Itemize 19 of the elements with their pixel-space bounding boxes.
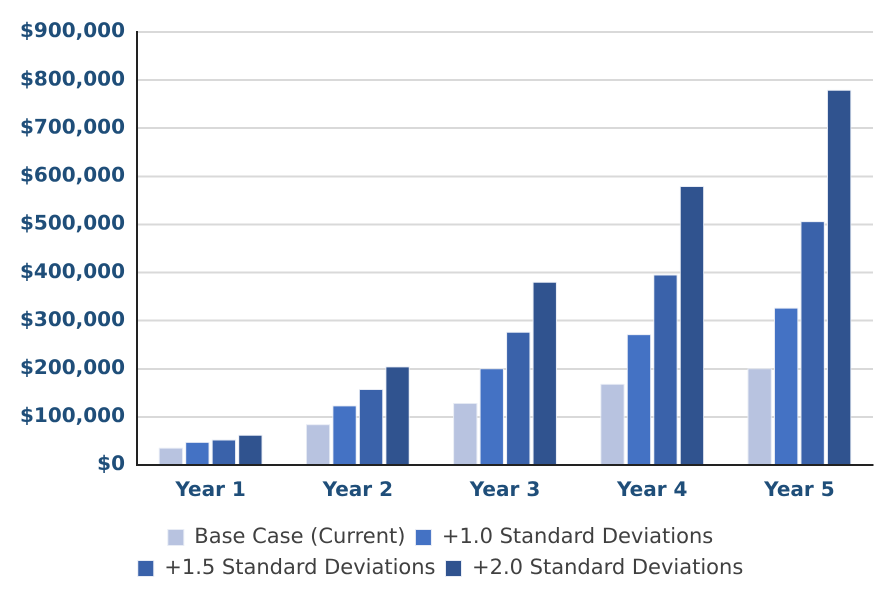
y-tick-label: $600,000 (20, 162, 126, 187)
x-tick-label: Year 1 (174, 477, 246, 502)
x-tick-label: Year 3 (468, 477, 540, 502)
legend-label: +1.5 Standard Deviations (164, 554, 436, 579)
y-tick-label: $900,000 (20, 18, 126, 42)
y-tick-label: $300,000 (20, 306, 126, 331)
y-tick-label: $200,000 (20, 354, 126, 379)
y-tick-label: $800,000 (20, 66, 126, 90)
x-tick-label: Year 2 (322, 477, 394, 502)
y-tick-label: $400,000 (20, 258, 126, 283)
y-tick-label: $100,000 (20, 403, 126, 428)
x-tick-label: Year 5 (763, 477, 835, 502)
y-tick-label: $0 (97, 451, 126, 476)
legend-label: Base Case (Current) (194, 524, 406, 548)
legend-label: +2.0 Standard Deviations (472, 554, 744, 579)
y-tick-label: $700,000 (20, 114, 126, 138)
x-tick-label: Year 4 (616, 477, 688, 502)
legend-label: +1.0 Standard Deviations (442, 524, 714, 548)
y-tick-label: $500,000 (20, 210, 126, 235)
